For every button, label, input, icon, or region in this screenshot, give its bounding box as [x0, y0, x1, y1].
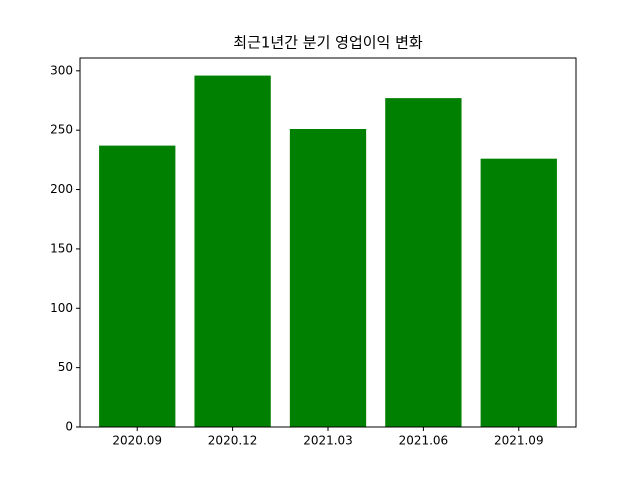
bar [99, 145, 176, 427]
bar [289, 128, 367, 428]
y-tick-label: 250 [50, 123, 73, 137]
bar [194, 75, 271, 428]
y-tick-label: 200 [50, 182, 73, 196]
y-tick-label: 0 [65, 420, 73, 434]
x-tick-label: 2021.03 [303, 434, 353, 448]
bar [480, 158, 557, 427]
x-tick-label: 2020.12 [208, 434, 258, 448]
y-tick-label: 150 [50, 241, 73, 255]
x-tick-label: 2020.09 [112, 434, 162, 448]
y-tick-label: 300 [50, 63, 73, 77]
x-tick-label: 2021.06 [399, 434, 449, 448]
x-tick-label: 2021.09 [494, 434, 544, 448]
plot-frame [79, 57, 577, 428]
y-tick-label: 100 [50, 301, 73, 315]
y-tick-label: 50 [58, 360, 73, 374]
chart-title: 최근1년간 분기 영업이익 변화 [233, 34, 423, 52]
bar [385, 98, 462, 428]
